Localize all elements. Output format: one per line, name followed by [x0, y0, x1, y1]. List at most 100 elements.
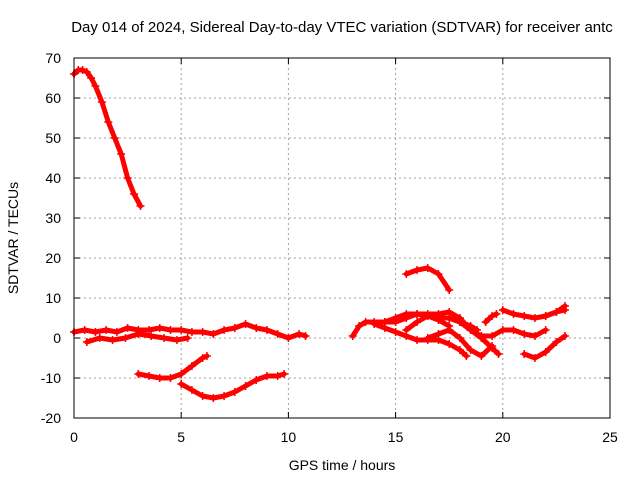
- x-tick-label: 10: [281, 429, 297, 445]
- data-point-marker: [134, 370, 143, 378]
- data-point-marker: [198, 354, 207, 362]
- series-arc-1: [70, 66, 145, 210]
- data-point-marker: [552, 308, 561, 316]
- series-arc-3: [82, 330, 192, 346]
- axis-ticks: 0 5 10 15 20 25 -20 -10 0 10 20 30 40 50 60 70: [41, 50, 618, 445]
- data-point-marker: [202, 352, 211, 360]
- data-point-marker: [155, 324, 164, 332]
- data-point-marker: [220, 392, 229, 400]
- data-point-marker: [466, 326, 475, 334]
- data-point-marker: [82, 68, 91, 76]
- series-arc-11: [423, 326, 497, 360]
- series-arc-12: [445, 314, 503, 358]
- data-point-marker: [466, 346, 475, 354]
- data-point-marker: [488, 332, 497, 340]
- data-point-marker: [423, 264, 432, 272]
- series-arc-15: [520, 332, 569, 362]
- data-point-marker: [445, 326, 454, 334]
- data-point-marker: [172, 336, 181, 344]
- data-point-marker: [492, 310, 501, 318]
- data-point-marker: [183, 334, 192, 342]
- data-point-marker: [187, 386, 196, 394]
- data-point-marker: [220, 326, 229, 334]
- data-point-marker: [121, 334, 130, 342]
- data-point-marker: [104, 118, 113, 126]
- data-point-marker: [145, 326, 154, 334]
- data-point-marker: [130, 190, 139, 198]
- data-point-marker: [241, 320, 250, 328]
- data-point-marker: [402, 310, 411, 318]
- chart-title: Day 014 of 2024, Sidereal Day-to-day VTE…: [71, 19, 613, 36]
- x-tick-label: 15: [388, 429, 404, 445]
- data-point-marker: [301, 332, 310, 340]
- data-point-marker: [498, 306, 507, 314]
- data-point-marker: [166, 326, 175, 334]
- data-point-marker: [552, 338, 561, 346]
- data-point-marker: [91, 328, 100, 336]
- data-point-marker: [147, 332, 156, 340]
- series-arc-16: [541, 302, 569, 320]
- y-tick-label: -10: [41, 370, 61, 386]
- data-point-marker: [112, 328, 121, 336]
- data-point-marker: [402, 326, 411, 334]
- series-line: [543, 303, 568, 319]
- data-point-marker: [455, 318, 464, 326]
- data-series: [70, 66, 569, 402]
- data-point-marker: [262, 372, 271, 380]
- data-point-marker: [123, 324, 132, 332]
- data-point-marker: [462, 352, 471, 360]
- data-point-marker: [280, 370, 289, 378]
- x-tick-label: 25: [602, 429, 618, 445]
- plot-frame: [73, 57, 611, 419]
- series-line: [178, 371, 287, 401]
- data-point-marker: [91, 82, 100, 90]
- data-point-marker: [434, 330, 443, 338]
- data-point-marker: [160, 334, 169, 342]
- data-point-marker: [123, 174, 132, 182]
- data-point-marker: [413, 336, 422, 344]
- data-point-marker: [445, 340, 454, 348]
- y-axis-label: SDTVAR / TECUs: [5, 182, 21, 294]
- data-point-marker: [145, 372, 154, 380]
- data-point-marker: [413, 310, 422, 318]
- y-tick-label: 40: [45, 170, 61, 186]
- data-point-marker: [80, 326, 89, 334]
- data-point-marker: [155, 374, 164, 382]
- data-point-marker: [187, 362, 196, 370]
- data-point-marker: [97, 98, 106, 106]
- series-arc-5: [177, 370, 289, 402]
- data-point-marker: [252, 324, 261, 332]
- data-point-marker: [198, 392, 207, 400]
- y-tick-label: 10: [45, 290, 61, 306]
- series-arc-4: [134, 352, 211, 382]
- data-point-marker: [209, 394, 218, 402]
- y-tick-label: 20: [45, 250, 61, 266]
- data-point-marker: [230, 388, 239, 396]
- data-point-marker: [87, 74, 96, 82]
- series-line: [71, 321, 309, 341]
- grid-lines: [74, 58, 610, 418]
- series-arc-13: [481, 310, 501, 326]
- data-point-marker: [445, 314, 454, 322]
- data-point-marker: [402, 270, 411, 278]
- data-point-marker: [434, 270, 443, 278]
- data-point-marker: [455, 346, 464, 354]
- data-point-marker: [108, 336, 117, 344]
- data-point-marker: [481, 318, 490, 326]
- y-tick-label: 0: [53, 330, 61, 346]
- data-point-marker: [488, 312, 497, 320]
- data-point-marker: [370, 320, 379, 328]
- data-point-marker: [560, 332, 569, 340]
- data-point-marker: [348, 332, 357, 340]
- y-tick-label: 50: [45, 130, 61, 146]
- data-point-marker: [530, 354, 539, 362]
- data-point-marker: [284, 334, 293, 342]
- data-point-marker: [541, 312, 550, 320]
- data-point-marker: [273, 330, 282, 338]
- data-point-marker: [166, 374, 175, 382]
- data-point-marker: [498, 326, 507, 334]
- data-point-marker: [361, 318, 370, 326]
- data-point-marker: [560, 302, 569, 310]
- data-point-marker: [241, 382, 250, 390]
- data-point-marker: [82, 338, 91, 346]
